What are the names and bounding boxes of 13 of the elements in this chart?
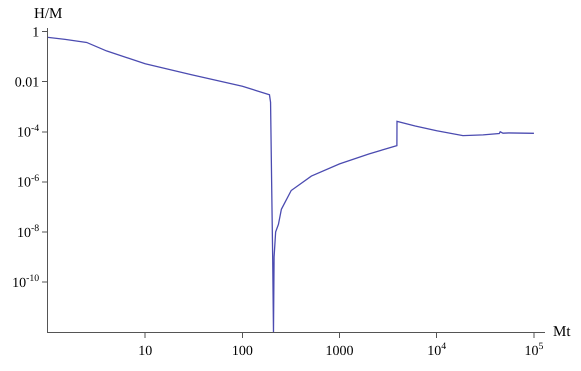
y-tick-label: 1 <box>32 26 40 41</box>
y-tick-label: 10$^{-8}$ <box>17 222 40 241</box>
y-tick-label: 10$^{-6}$ <box>17 172 40 191</box>
y-tick-label: 10$^{-4}$ <box>17 122 40 141</box>
x-tick-label: 1000 <box>326 344 354 359</box>
x-tick-label: 10$^{5}$ <box>524 340 544 359</box>
x-axis-title: Mt <box>553 324 572 340</box>
y-tick-label: 0.01 <box>14 76 40 91</box>
x-tick-label: 100 <box>232 344 253 359</box>
y-tick-label: 10$^{-10}$ <box>12 272 40 291</box>
y-axis-title: H/M <box>34 6 62 22</box>
x-tick-label: 10 <box>138 344 152 359</box>
x-tick-label: 10$^{4}$ <box>427 340 446 359</box>
